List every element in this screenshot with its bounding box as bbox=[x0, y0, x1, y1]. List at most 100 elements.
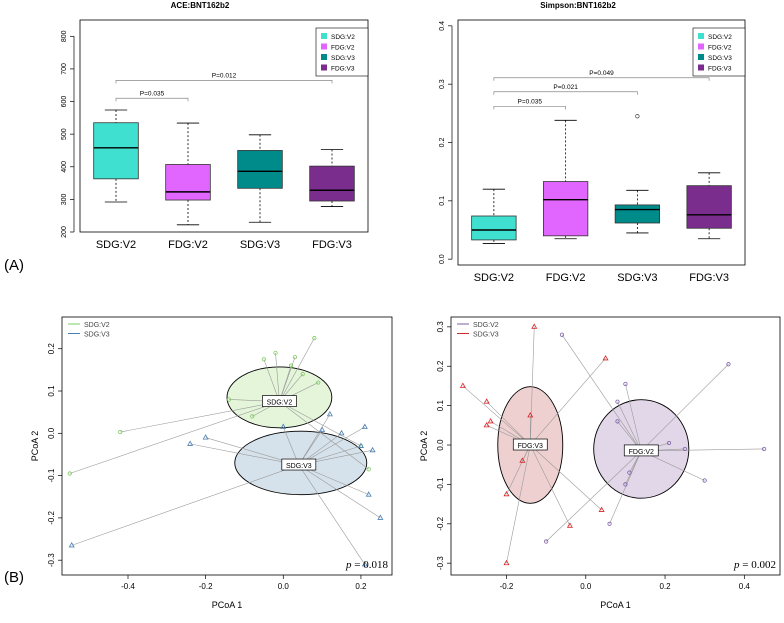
y-tick-label: 0.1 bbox=[436, 400, 445, 412]
x-category-label: SDG:V3 bbox=[617, 272, 657, 284]
sample-point bbox=[615, 399, 620, 404]
sample-point bbox=[292, 355, 298, 360]
spoke-line bbox=[275, 352, 280, 402]
significance-bracket bbox=[115, 79, 333, 84]
sample-point bbox=[250, 414, 255, 419]
spoke-line bbox=[190, 443, 299, 466]
sample-point bbox=[531, 323, 538, 329]
sample-point bbox=[544, 539, 549, 544]
box-fdg-v2 bbox=[165, 164, 211, 201]
significance-bracket bbox=[493, 77, 710, 81]
legend-label: FDG:V2 bbox=[708, 45, 732, 52]
p-value-annotation: p = 0.002 bbox=[733, 559, 776, 571]
legend: SDG:V2 FDG:V2 SDG:V3 FDG:V3 bbox=[692, 27, 746, 77]
y-tick-label: -0.3 bbox=[436, 556, 445, 570]
x-axis-label: PCoA 1 bbox=[600, 600, 631, 610]
x-category-label: FDG:V3 bbox=[312, 239, 352, 251]
y-tick-label: 700 bbox=[61, 63, 68, 75]
p-value-text: = 0.002 bbox=[742, 559, 776, 571]
y-tick-label: -0.3 bbox=[47, 553, 56, 567]
legend-label: FDG:V3 bbox=[708, 66, 732, 73]
sample-point bbox=[288, 363, 294, 368]
sample-point bbox=[559, 332, 565, 337]
box-fdg-v2 bbox=[542, 181, 589, 237]
sample-point bbox=[762, 446, 767, 452]
sample-point bbox=[366, 467, 371, 472]
sample-point bbox=[483, 421, 490, 428]
legend: SDG:V2 FDG:V2 SDG:V3 FDG:V3 bbox=[315, 27, 369, 77]
sample-point bbox=[459, 382, 466, 388]
legend-swatch bbox=[321, 54, 327, 60]
simpson-title: Simpson:BNT162b2 bbox=[540, 1, 616, 10]
sample-point bbox=[682, 446, 687, 452]
legend-swatch bbox=[321, 64, 327, 71]
x-category-label: FDG:V3 bbox=[689, 272, 729, 284]
significance-bracket bbox=[115, 97, 189, 102]
spoke-line bbox=[120, 401, 280, 433]
legend-label: SDG:V2 bbox=[331, 34, 355, 41]
legend-swatch bbox=[321, 43, 327, 50]
x-category-label: FDG:V2 bbox=[546, 272, 586, 284]
x-category-label: SDG:V2 bbox=[474, 272, 514, 284]
legend-label: FDG:V2 bbox=[331, 45, 355, 52]
centroid-label: FDG:V2 bbox=[629, 449, 654, 456]
x-tick-label: -0.4 bbox=[121, 582, 135, 591]
box-fdg-v3 bbox=[686, 185, 732, 229]
sample-point bbox=[67, 471, 72, 476]
centroid-label-box bbox=[281, 458, 317, 471]
sample-point bbox=[602, 354, 609, 361]
y-tick-label: 0.3 bbox=[436, 321, 445, 333]
sample-point bbox=[623, 482, 628, 487]
spoke-line bbox=[263, 359, 280, 402]
spoke-line bbox=[545, 450, 642, 542]
x-tick-label: 0.0 bbox=[278, 582, 290, 591]
legend-label: FDG:V3 bbox=[331, 66, 355, 73]
sample-point bbox=[483, 398, 490, 404]
legend-swatch bbox=[321, 33, 327, 39]
sample-point bbox=[607, 521, 612, 526]
centroid-label-box bbox=[512, 438, 548, 451]
legend-label: SDG:V3 bbox=[473, 332, 499, 339]
p-value-text: = 0.018 bbox=[354, 559, 388, 571]
spoke-line bbox=[529, 326, 535, 446]
y-tick-label: 0.2 bbox=[47, 343, 56, 355]
sample-point bbox=[187, 440, 194, 446]
spoke-line bbox=[71, 464, 299, 546]
y-tick-label: 500 bbox=[61, 128, 68, 140]
ace-title: ACE:BNT162b2 bbox=[171, 1, 230, 10]
p-symbol: p bbox=[733, 559, 742, 571]
sample-point bbox=[369, 446, 376, 453]
y-tick-label: -0.1 bbox=[47, 468, 56, 482]
sample-point bbox=[377, 514, 384, 520]
spoke-line bbox=[279, 401, 362, 447]
sample-point bbox=[361, 561, 368, 567]
sample-point bbox=[226, 397, 232, 402]
p-value-annotation: p = 0.018 bbox=[345, 559, 388, 571]
sample-point bbox=[357, 442, 364, 448]
x-tick-label: 0.2 bbox=[659, 582, 671, 591]
y-tick-label: 300 bbox=[61, 193, 68, 205]
legend-label: SDG:V2 bbox=[473, 322, 499, 329]
sample-point bbox=[702, 478, 707, 483]
spoke-line bbox=[506, 444, 531, 564]
spoke-line bbox=[530, 444, 571, 526]
p-value-label: P=0.021 bbox=[553, 84, 578, 91]
pcoa-right: -0.2 0.0 0.2 0.4 PCoA 1 -0.3 -0.2 -0.1 0.0 0.1 0.2… bbox=[419, 316, 781, 610]
legend-label: SDG:V3 bbox=[708, 55, 732, 62]
x-category-label: SDG:V2 bbox=[96, 239, 136, 251]
sample-point bbox=[280, 423, 287, 429]
spoke-line bbox=[625, 383, 642, 451]
legend-label: SDG:V2 bbox=[84, 322, 110, 329]
sample-point bbox=[68, 541, 75, 548]
spoke-line bbox=[279, 338, 315, 402]
spoke-line bbox=[530, 444, 602, 511]
p-value-label: P=0.035 bbox=[140, 90, 165, 97]
y-axis-label: PCoA 2 bbox=[419, 431, 429, 462]
sample-point bbox=[118, 429, 123, 435]
centroid-label-box bbox=[262, 395, 297, 407]
sample-point bbox=[316, 380, 321, 385]
x-tick-label: 0.2 bbox=[355, 582, 367, 591]
panel-label-b: (B) bbox=[4, 569, 24, 586]
sample-point bbox=[623, 381, 628, 387]
